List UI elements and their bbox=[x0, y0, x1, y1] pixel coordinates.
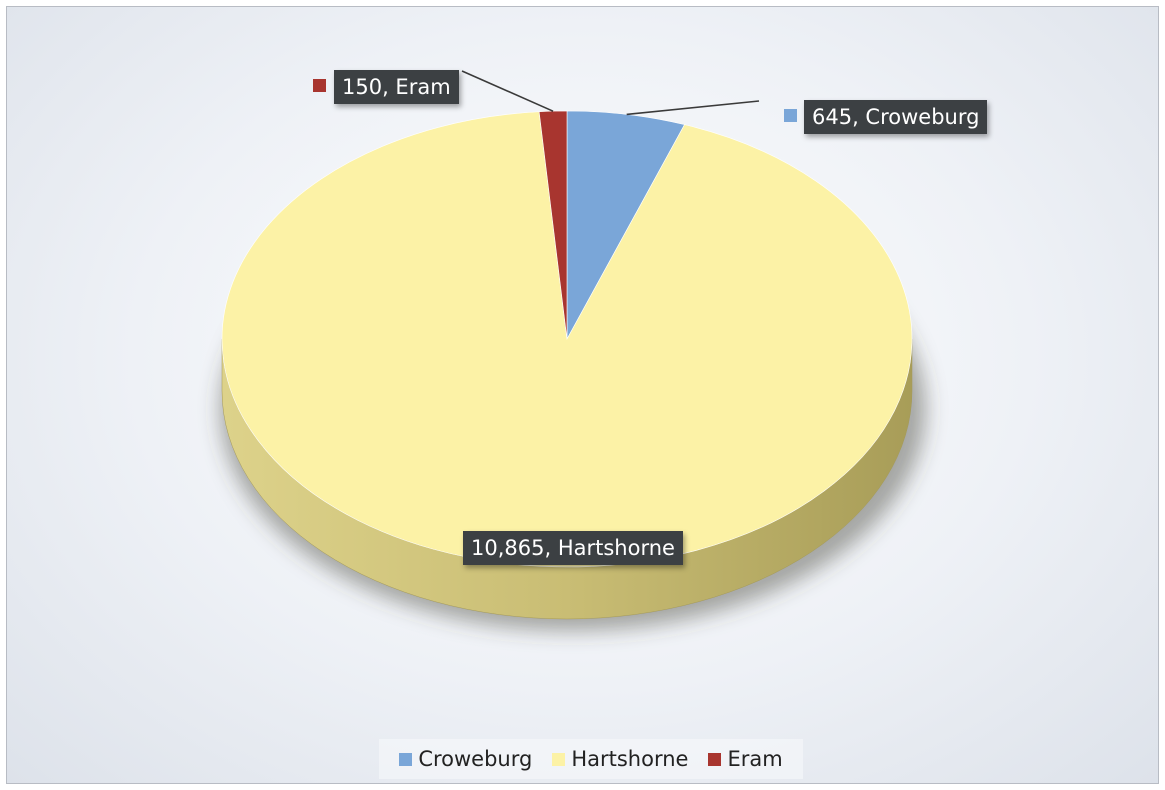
slice-label-eram: 150, Eram bbox=[334, 70, 459, 104]
legend-label-hartshorne: Hartshorne bbox=[571, 747, 689, 771]
legend-item-eram: Eram bbox=[708, 747, 783, 771]
slice-label-croweburg: 645, Croweburg bbox=[804, 100, 988, 134]
legend-swatch-eram bbox=[708, 752, 722, 766]
legend: Croweburg Hartshorne Eram bbox=[379, 739, 803, 779]
legend-label-eram: Eram bbox=[727, 747, 783, 771]
legend-label-croweburg: Croweburg bbox=[418, 747, 533, 771]
slice-label-hartshorne: 10,865, Hartshorne bbox=[463, 531, 683, 565]
legend-swatch-hartshorne bbox=[552, 752, 566, 766]
legend-item-croweburg: Croweburg bbox=[399, 747, 532, 771]
chart-area: 150, Eram 645, Croweburg 10,865, Hartsho… bbox=[6, 6, 1159, 784]
slice-label-key-croweburg bbox=[784, 109, 797, 122]
leader-line-eram bbox=[461, 70, 554, 112]
legend-swatch-croweburg bbox=[399, 752, 413, 766]
slice-label-key-eram bbox=[313, 79, 326, 92]
legend-item-hartshorne: Hartshorne bbox=[552, 747, 688, 771]
leader-line-croweburg bbox=[626, 100, 760, 116]
pie-chart bbox=[220, 70, 926, 631]
